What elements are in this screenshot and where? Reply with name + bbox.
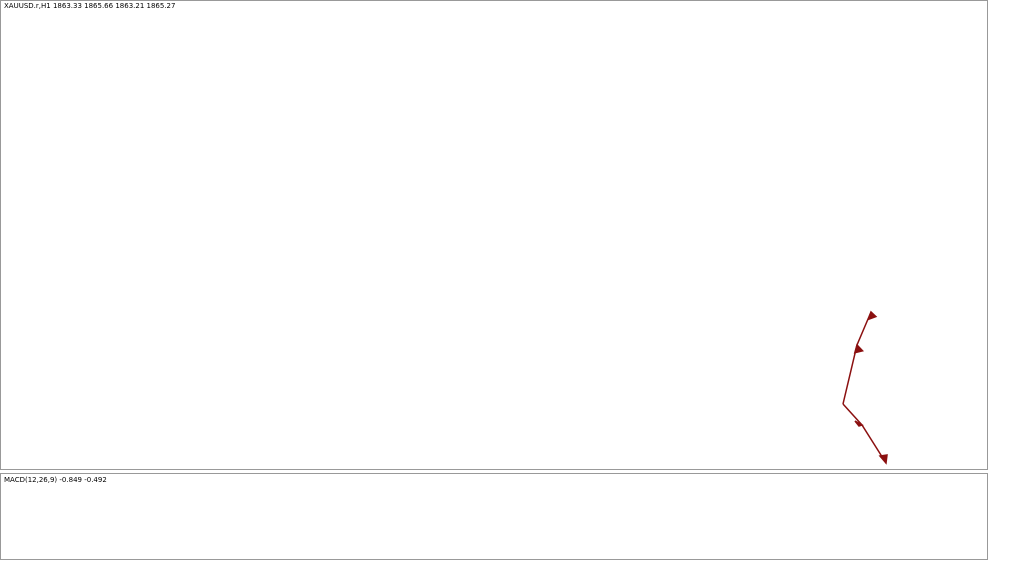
arrowhead <box>854 420 864 427</box>
forecast-arrows <box>842 310 888 465</box>
chart-header: XAUUSD.r,H1 1863.33 1865.66 1863.21 1865… <box>4 2 175 10</box>
low-value: 1863.21 <box>115 2 144 10</box>
arrowhead <box>878 454 888 465</box>
macd-signal: -0.492 <box>84 476 107 484</box>
arrowhead <box>867 310 878 321</box>
high-value: 1865.66 <box>84 2 113 10</box>
close-value: 1865.27 <box>147 2 176 10</box>
symbol: XAUUSD.r,H1 <box>4 2 51 10</box>
macd-header: MACD(12,26,9) -0.849 -0.492 <box>4 476 107 484</box>
arrowhead <box>853 343 865 354</box>
macd-main: -0.849 <box>59 476 82 484</box>
macd-label: MACD(12,26,9) <box>4 476 57 484</box>
macd-panel <box>0 473 988 560</box>
open-value: 1863.33 <box>53 2 82 10</box>
main-panel <box>0 0 988 470</box>
